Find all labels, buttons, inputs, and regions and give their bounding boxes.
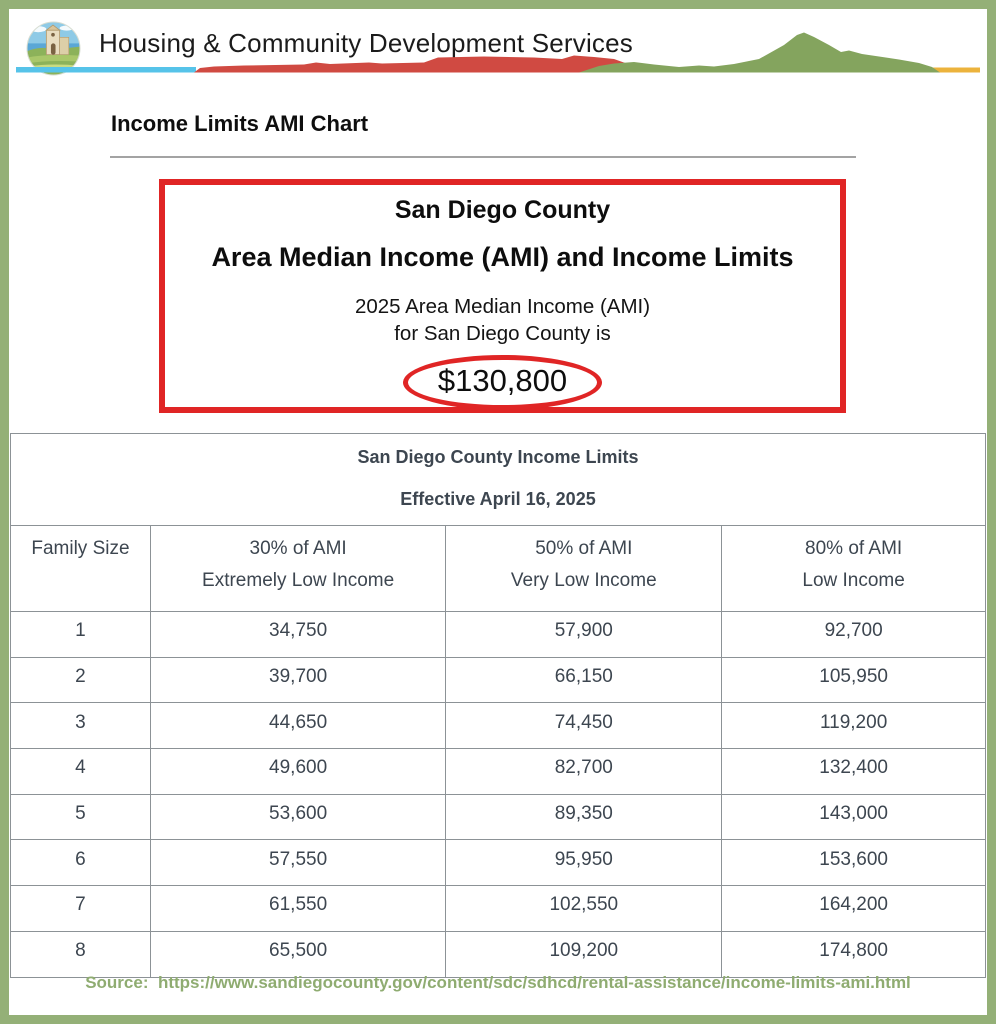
table-row: 4 49,600 82,700 132,400 xyxy=(10,748,986,795)
page-title: Income Limits AMI Chart xyxy=(111,111,369,136)
table-title: San Diego County Income Limits xyxy=(357,447,639,467)
table-title-row: San Diego County Income Limits Effective… xyxy=(10,433,986,526)
income-cell-30pct: 65,500 xyxy=(149,930,447,978)
income-cell-30pct: 39,700 xyxy=(149,656,447,704)
mountain-divider-graphic xyxy=(16,32,980,73)
table-row: 3 44,650 74,450 119,200 xyxy=(10,702,986,750)
ami-description-line2: for San Diego County is xyxy=(394,322,611,345)
family-size-cell: 1 xyxy=(10,611,151,658)
income-cell-80pct: 132,400 xyxy=(721,748,986,795)
column-header-family-size: Family Size xyxy=(10,525,151,612)
income-cell-50pct: 74,450 xyxy=(445,702,723,750)
income-limits-table: San Diego County Income Limits Effective… xyxy=(10,433,986,978)
ami-box-title: San Diego County xyxy=(394,196,611,224)
source-note: Source: https://www.sandiegocounty.gov/c… xyxy=(9,973,987,993)
family-size-cell: 5 xyxy=(10,793,151,841)
table-row: 6 57,550 95,950 153,600 xyxy=(10,839,986,887)
income-cell-30pct: 61,550 xyxy=(149,885,447,932)
income-cell-80pct: 153,600 xyxy=(721,839,986,887)
table-subtitle: Effective April 16, 2025 xyxy=(400,489,596,509)
income-cell-80pct: 164,200 xyxy=(721,885,986,932)
income-cell-50pct: 109,200 xyxy=(445,930,723,978)
table-row: 2 39,700 66,150 105,950 xyxy=(10,656,986,704)
income-cell-30pct: 44,650 xyxy=(149,702,447,750)
ami-description-line1: 2025 Area Median Income (AMI) xyxy=(354,295,651,318)
family-size-cell: 8 xyxy=(10,930,151,978)
family-size-cell: 4 xyxy=(10,748,151,795)
family-size-cell: 6 xyxy=(10,839,151,887)
income-cell-80pct: 105,950 xyxy=(721,656,986,704)
income-cell-80pct: 174,800 xyxy=(721,930,986,978)
divider xyxy=(110,156,856,158)
column-header-row: Family Size 30% of AMI Extremely Low Inc… xyxy=(10,525,986,612)
income-cell-80pct: 143,000 xyxy=(721,793,986,841)
column-header-80pct-ami: 80% of AMI Low Income xyxy=(721,525,986,612)
income-cell-50pct: 95,950 xyxy=(445,839,723,887)
source-link[interactable]: https://www.sandiegocounty.gov/content/s… xyxy=(157,973,911,992)
family-size-cell: 3 xyxy=(10,702,151,750)
header-title: Housing & Community Development Services xyxy=(99,28,633,58)
family-size-cell: 2 xyxy=(10,656,151,704)
income-cell-80pct: 119,200 xyxy=(721,702,986,750)
ami-amount-row: $130,800 xyxy=(165,355,840,410)
ami-highlight-box: San Diego County Area Median Income (AMI… xyxy=(159,179,846,413)
column-header-50pct-ami: 50% of AMI Very Low Income xyxy=(445,525,723,612)
income-cell-30pct: 34,750 xyxy=(149,611,447,658)
table-row: 1 34,750 57,900 92,700 xyxy=(10,611,986,658)
income-cell-50pct: 66,150 xyxy=(445,656,723,704)
income-cell-50pct: 102,550 xyxy=(445,885,723,932)
income-cell-50pct: 89,350 xyxy=(445,793,723,841)
ami-amount: $130,800 xyxy=(402,355,603,410)
column-header-30pct-ami: 30% of AMI Extremely Low Income xyxy=(149,525,447,612)
table-row: 7 61,550 102,550 164,200 xyxy=(10,885,986,932)
source-label: Source: xyxy=(85,973,149,992)
income-cell-80pct: 92,700 xyxy=(721,611,986,658)
family-size-cell: 7 xyxy=(10,885,151,932)
table-row: 5 53,600 89,350 143,000 xyxy=(10,793,986,841)
table-row: 8 65,500 109,200 174,800 xyxy=(10,930,986,978)
income-cell-30pct: 49,600 xyxy=(149,748,447,795)
ami-box-subtitle: Area Median Income (AMI) and Income Limi… xyxy=(211,242,794,272)
income-cell-50pct: 57,900 xyxy=(445,611,723,658)
table-title-cell: San Diego County Income Limits Effective… xyxy=(10,433,986,526)
income-cell-30pct: 53,600 xyxy=(149,793,447,841)
income-cell-50pct: 82,700 xyxy=(445,748,723,795)
income-cell-30pct: 57,550 xyxy=(149,839,447,887)
